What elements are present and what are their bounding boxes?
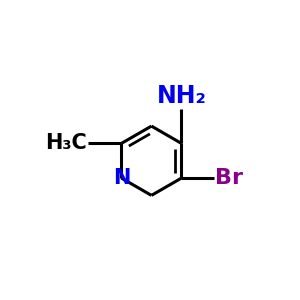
Text: Br: Br bbox=[215, 168, 243, 188]
Text: H₃C: H₃C bbox=[45, 134, 87, 153]
Text: N: N bbox=[113, 168, 130, 188]
Text: NH₂: NH₂ bbox=[157, 84, 206, 108]
